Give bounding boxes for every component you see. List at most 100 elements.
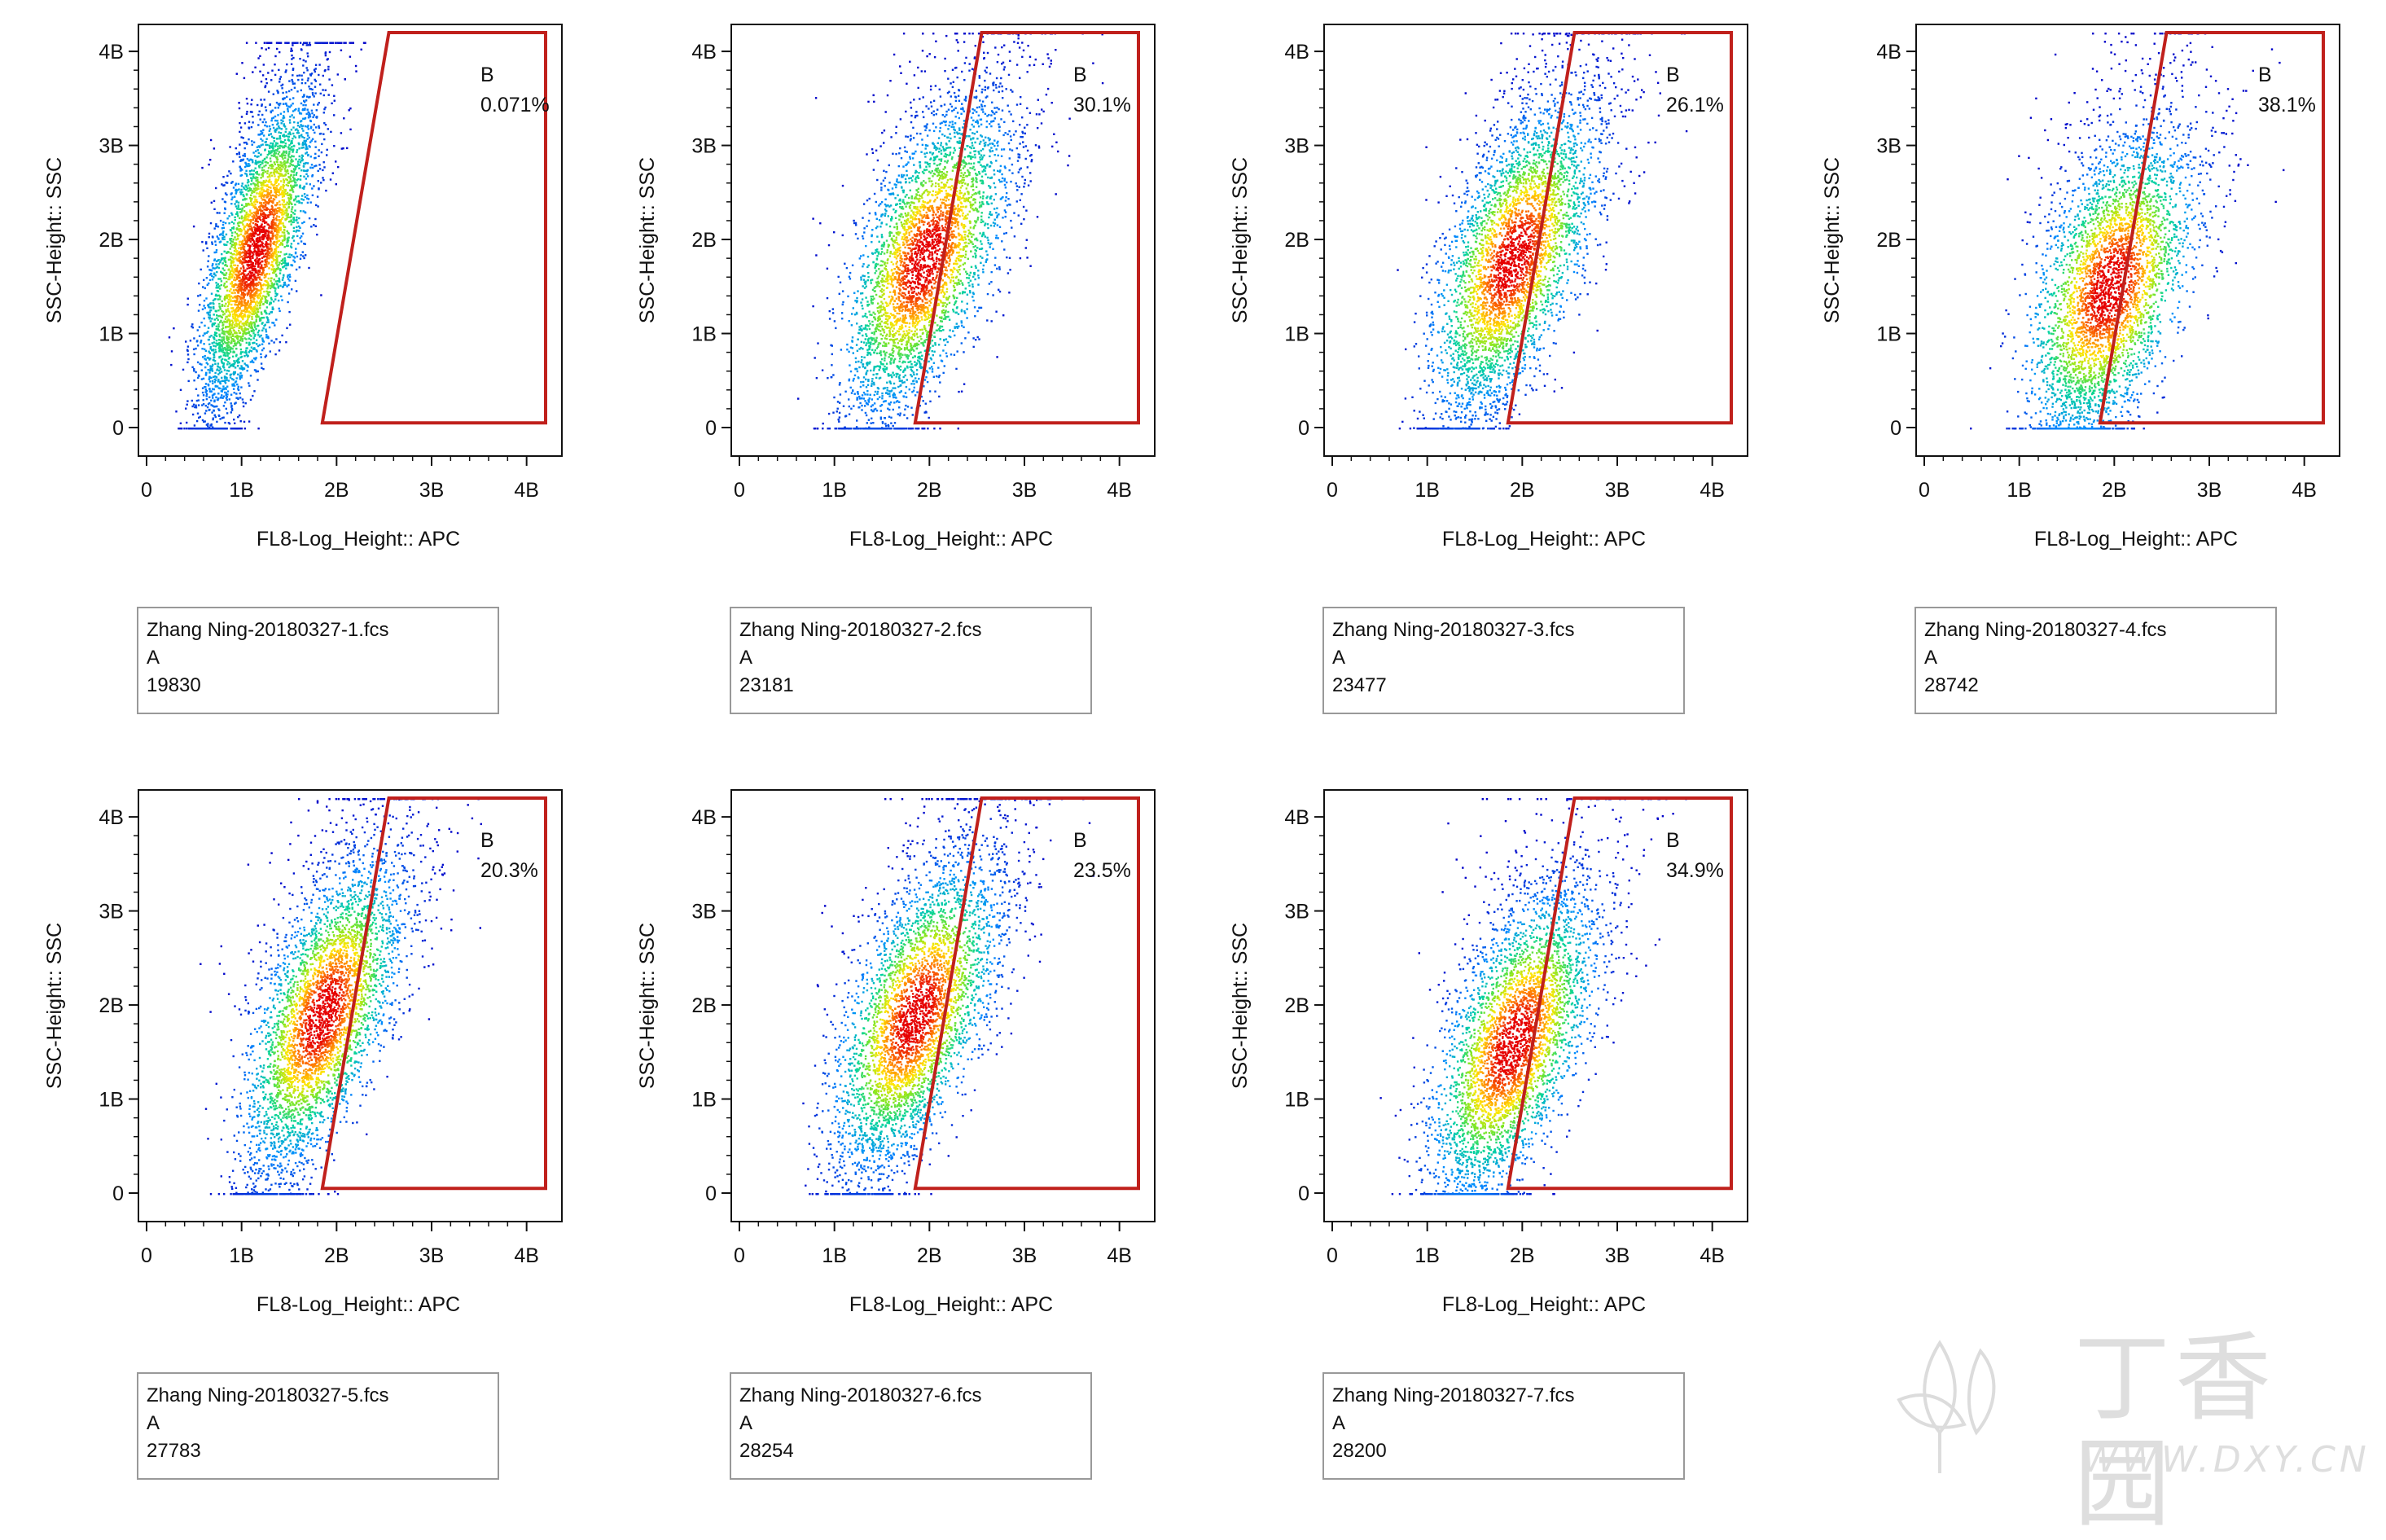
x-axis-title: FL8-Log_Height:: APC: [1442, 1293, 1646, 1316]
sample-population: A: [739, 644, 1082, 672]
y-tick-label: 0: [1298, 1182, 1309, 1205]
plot-frame: [138, 790, 562, 1222]
y-axis-title: SSC-Height:: SSC: [1229, 157, 1252, 323]
x-tick-label: 4B: [514, 1244, 539, 1267]
x-tick-label: 2B: [324, 1244, 349, 1267]
gate-b-polygon[interactable]: [1508, 798, 1731, 1188]
x-tick-label: 0: [1327, 479, 1338, 502]
x-tick-label: 0: [734, 1244, 745, 1267]
sample-file: Zhang Ning-20180327-2.fcs: [739, 616, 1082, 644]
gate-b-polygon[interactable]: [1508, 33, 1731, 423]
x-tick-label: 3B: [1605, 479, 1630, 502]
y-tick-label: 3B: [99, 135, 124, 158]
gate-b-polygon[interactable]: [2100, 33, 2323, 423]
y-tick-label: 3B: [1284, 135, 1309, 158]
y-tick-label: 1B: [1284, 1089, 1309, 1112]
gate-name: B: [1073, 829, 1087, 852]
y-tick-label: 2B: [1284, 229, 1309, 252]
x-tick-label: 4B: [1107, 1244, 1132, 1267]
y-tick-label: 4B: [1284, 806, 1309, 829]
x-tick-label: 2B: [917, 1244, 942, 1267]
y-tick-label: 0: [112, 1182, 124, 1205]
x-tick-label: 1B: [822, 1244, 847, 1267]
y-tick-label: 1B: [99, 1089, 124, 1112]
x-tick-label: 4B: [1700, 479, 1725, 502]
x-axis-title: FL8-Log_Height:: APC: [257, 1293, 460, 1316]
x-tick-label: 3B: [419, 1244, 445, 1267]
gate-name: B: [1666, 829, 1680, 852]
sample-population: A: [147, 1410, 489, 1437]
x-axis-title: FL8-Log_Height:: APC: [849, 1293, 1053, 1316]
event-dots: [1379, 798, 1686, 1195]
plot-frame: [731, 24, 1155, 456]
y-axis-title: SSC-Height:: SSC: [1229, 923, 1252, 1089]
sample-population: A: [147, 644, 489, 672]
sample-event-count: 23477: [1332, 672, 1675, 700]
y-tick-label: 4B: [99, 41, 124, 64]
gate-percent: 20.3%: [480, 859, 538, 882]
y-tick-label: 0: [112, 417, 124, 440]
watermark-brand: 丁香园: [2074, 1325, 2371, 1537]
gate-b-polygon[interactable]: [322, 33, 546, 423]
x-tick-label: 1B: [229, 1244, 254, 1267]
sample-population: A: [1924, 644, 2267, 672]
y-axis-title: SSC-Height:: SSC: [636, 157, 659, 323]
gate-percent: 26.1%: [1666, 94, 1724, 116]
x-tick-label: 1B: [2007, 479, 2032, 502]
y-tick-label: 0: [1298, 417, 1309, 440]
gate-percent: 0.071%: [480, 94, 550, 116]
y-tick-label: 3B: [691, 901, 717, 924]
y-tick-label: 2B: [1876, 229, 1901, 252]
y-tick-label: 1B: [1284, 323, 1309, 346]
y-tick-label: 1B: [691, 1089, 717, 1112]
gate-percent: 23.5%: [1073, 859, 1131, 882]
x-tick-label: 2B: [2102, 479, 2127, 502]
x-tick-label: 2B: [1510, 1244, 1535, 1267]
plot-frame: [138, 24, 562, 456]
x-tick-label: 1B: [1414, 479, 1440, 502]
x-tick-label: 1B: [1414, 1244, 1440, 1267]
y-tick-label: 4B: [1284, 41, 1309, 64]
x-tick-label: 4B: [514, 479, 539, 502]
sample-file: Zhang Ning-20180327-7.fcs: [1332, 1382, 1675, 1410]
watermark-url: WWW.DXY.CN: [2082, 1439, 2371, 1481]
gate-name: B: [1666, 64, 1680, 86]
x-axis-title: FL8-Log_Height:: APC: [849, 528, 1053, 551]
y-tick-label: 3B: [99, 901, 124, 924]
x-tick-label: 3B: [2197, 479, 2222, 502]
y-tick-label: 2B: [99, 994, 124, 1017]
y-tick-label: 3B: [1876, 135, 1901, 158]
gate-name: B: [2258, 64, 2272, 86]
y-tick-label: 0: [1890, 417, 1901, 440]
x-tick-label: 1B: [229, 479, 254, 502]
y-tick-label: 1B: [691, 323, 717, 346]
x-tick-label: 0: [141, 479, 152, 502]
sample-population: A: [1332, 1410, 1675, 1437]
x-tick-label: 2B: [1510, 479, 1535, 502]
y-tick-label: 4B: [99, 806, 124, 829]
event-dots: [169, 42, 366, 430]
dxy-watermark: 丁香园 WWW.DXY.CN: [1883, 1310, 2371, 1490]
x-tick-label: 0: [1327, 1244, 1338, 1267]
x-tick-label: 3B: [419, 479, 445, 502]
x-tick-label: 2B: [324, 479, 349, 502]
gate-b-polygon[interactable]: [322, 798, 546, 1188]
x-axis-title: FL8-Log_Height:: APC: [257, 528, 460, 551]
y-tick-label: 4B: [691, 806, 717, 829]
y-tick-label: 0: [705, 417, 717, 440]
x-tick-label: 4B: [2292, 479, 2317, 502]
sample-event-count: 28742: [1924, 672, 2267, 700]
y-tick-label: 3B: [1284, 901, 1309, 924]
